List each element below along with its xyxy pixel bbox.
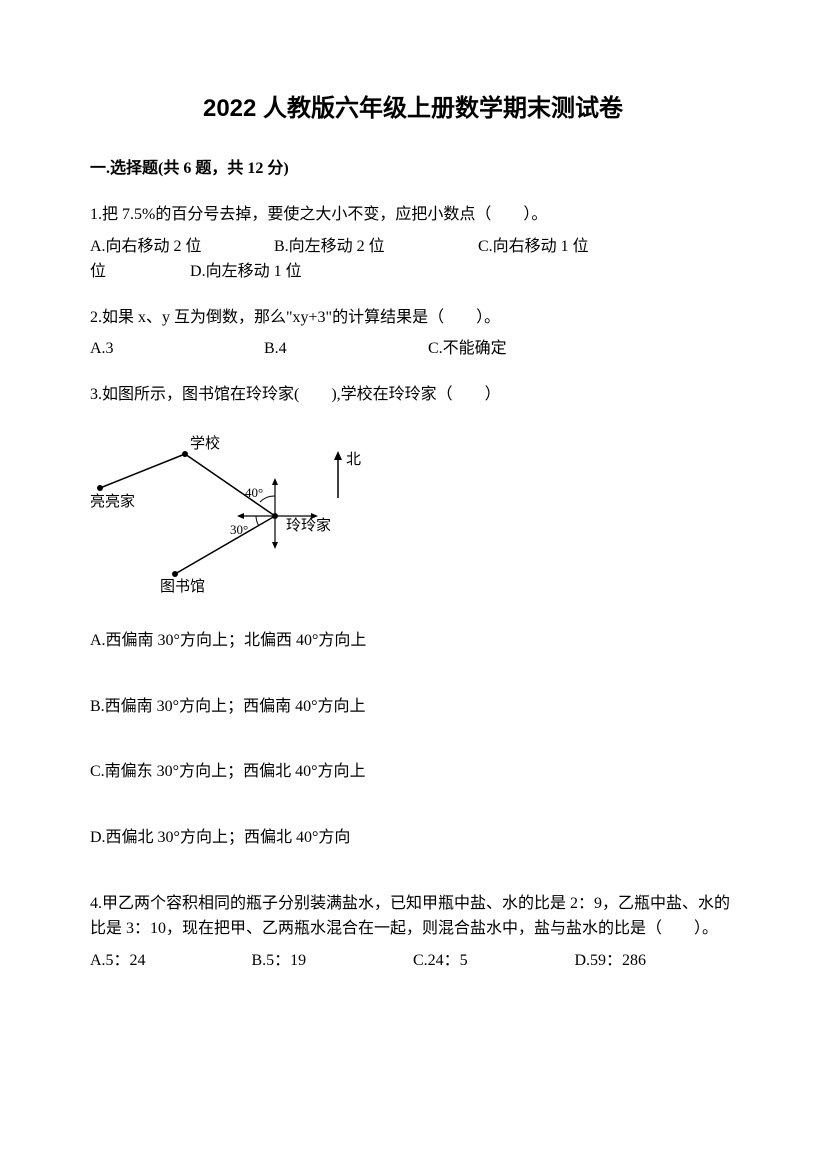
question-3: 3.如图所示，图书馆在玲玲家( ),学校在玲玲家（ ） 北 学校 (90, 382, 736, 851)
option-a: A.3 (90, 336, 260, 362)
question-text: 1.把 7.5%的百分号去掉，要使之大小不变，应把小数点（ ）。 (90, 202, 736, 228)
question-1: 1.把 7.5%的百分号去掉，要使之大小不变，应把小数点（ ）。 A.向右移动 … (90, 202, 736, 285)
option-b: B.4 (264, 336, 424, 362)
question-options: A.向右移动 2 位 B.向左移动 2 位 C.向右移动 1 位 位 D.向左移… (90, 234, 736, 285)
option-c: C.南偏东 30°方向上；西偏北 40°方向上 (90, 759, 736, 785)
liangliang-label: 亮亮家 (90, 493, 135, 510)
option-b: B.西偏南 30°方向上；西偏南 40°方向上 (90, 694, 736, 720)
question-text: 4.甲乙两个容积相同的瓶子分别装满盐水，已知甲瓶中盐、水的比是 2：9，乙瓶中盐… (90, 891, 736, 942)
question-4: 4.甲乙两个容积相同的瓶子分别装满盐水，已知甲瓶中盐、水的比是 2：9，乙瓶中盐… (90, 891, 736, 974)
lingling-label: 玲玲家 (286, 517, 331, 534)
option-a: A.西偏南 30°方向上；北偏西 40°方向上 (90, 628, 736, 654)
section-header: 一.选择题(共 6 题，共 12 分) (90, 156, 736, 182)
option-d: D.向左移动 1 位 (190, 259, 302, 285)
option-d-prefix: 位 (90, 259, 186, 285)
school-label: 学校 (190, 435, 220, 452)
question-options: A.5：24 B.5：19 C.24：5 D.59：286 (90, 948, 736, 974)
option-c: C.24：5 (413, 948, 575, 974)
option-c: C.向右移动 1 位 (478, 234, 589, 260)
question-options: A.3 B.4 C.不能确定 (90, 336, 736, 362)
question-options: A.西偏南 30°方向上；北偏西 40°方向上 B.西偏南 30°方向上；西偏南… (90, 628, 736, 850)
north-label: 北 (346, 451, 361, 468)
angle-30: 30° (230, 522, 248, 537)
library-label: 图书馆 (160, 578, 205, 595)
option-a: A.5：24 (90, 948, 252, 974)
question-text: 2.如果 x、y 互为倒数，那么"xy+3"的计算结果是（ ）。 (90, 305, 736, 331)
exam-title: 2022 人教版六年级上册数学期末测试卷 (90, 90, 736, 128)
option-a: A.向右移动 2 位 (90, 234, 270, 260)
question-2: 2.如果 x、y 互为倒数，那么"xy+3"的计算结果是（ ）。 A.3 B.4… (90, 305, 736, 362)
option-b: B.向左移动 2 位 (274, 234, 474, 260)
option-b: B.5：19 (252, 948, 414, 974)
direction-diagram: 北 学校 亮亮家 图书馆 (90, 426, 736, 605)
option-c: C.不能确定 (428, 336, 507, 362)
angle-40: 40° (245, 485, 263, 500)
option-d: D.59：286 (575, 948, 737, 974)
question-text: 3.如图所示，图书馆在玲玲家( ),学校在玲玲家（ ） (90, 382, 736, 408)
option-d: D.西偏北 30°方向上；西偏北 40°方向 (90, 825, 736, 851)
